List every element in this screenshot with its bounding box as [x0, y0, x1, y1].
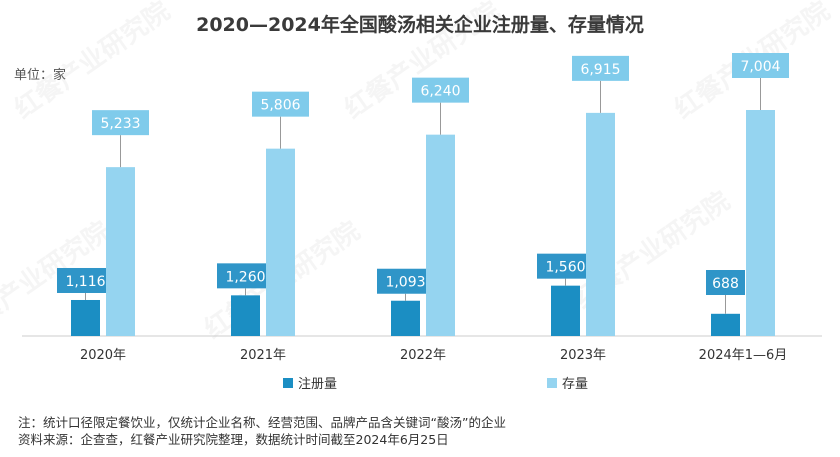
source-text: 资料来源：企查查，红餐产业研究院整理，数据统计时间截至2024年6月25日 — [18, 432, 449, 447]
bar-registrations — [391, 300, 420, 336]
data-label: 1,560 — [545, 260, 585, 276]
x-tick-label: 2023年 — [560, 348, 606, 363]
bar-stock — [266, 148, 295, 336]
bar-stock — [746, 110, 775, 336]
bar-stock — [106, 167, 135, 336]
footnotes: 注：统计口径限定餐饮业，仅统计企业名称、经营范围、品牌产品含关键词“酸汤”的企业… — [18, 414, 506, 448]
data-label: 5,806 — [260, 98, 300, 114]
bar-registrations — [71, 299, 100, 336]
data-label: 5,233 — [100, 116, 140, 132]
data-label: 7,004 — [740, 59, 780, 75]
data-label-box — [252, 91, 309, 117]
bar-registrations — [231, 295, 260, 336]
bar-registrations — [711, 313, 740, 336]
bar-registrations — [551, 285, 580, 336]
data-label-box — [217, 263, 274, 289]
data-label-box — [57, 267, 114, 293]
note-text: 注：统计口径限定餐饮业，仅统计企业名称、经营范围、品牌产品含关键词“酸汤”的企业 — [18, 415, 506, 430]
x-tick-label: 2024年1—6月 — [699, 348, 788, 363]
data-label-box — [377, 268, 434, 294]
legend-label: 注册量 — [298, 377, 337, 392]
data-label-box — [572, 55, 629, 81]
data-label: 1,260 — [225, 269, 265, 285]
x-tick-label: 2020年 — [80, 348, 126, 363]
bar-stock — [586, 112, 615, 336]
data-label-box — [706, 270, 745, 295]
x-tick-label: 2021年 — [240, 348, 286, 363]
legend-swatch — [283, 378, 293, 388]
bar-chart: 2020年 1,116 5,233 2021年 1,260 5,806 2022年 1,093… — [22, 53, 822, 392]
data-label: 6,915 — [580, 62, 620, 78]
data-label: 6,240 — [420, 84, 460, 100]
legend-swatch — [547, 378, 557, 388]
data-label-box — [732, 53, 789, 78]
data-label-box — [412, 77, 469, 103]
data-label: 1,116 — [65, 274, 105, 290]
bar-stock — [426, 134, 455, 336]
unit-label: 单位：家 — [14, 68, 67, 83]
x-tick-label: 2022年 — [400, 348, 446, 363]
data-label-box — [92, 110, 149, 136]
data-label-box — [537, 253, 594, 279]
chart-title: 2020—2024年全国酸汤相关企业注册量、存量情况 — [196, 14, 644, 36]
legend-label: 存量 — [562, 377, 588, 392]
data-label: 1,093 — [385, 275, 425, 291]
data-label: 688 — [712, 276, 739, 292]
